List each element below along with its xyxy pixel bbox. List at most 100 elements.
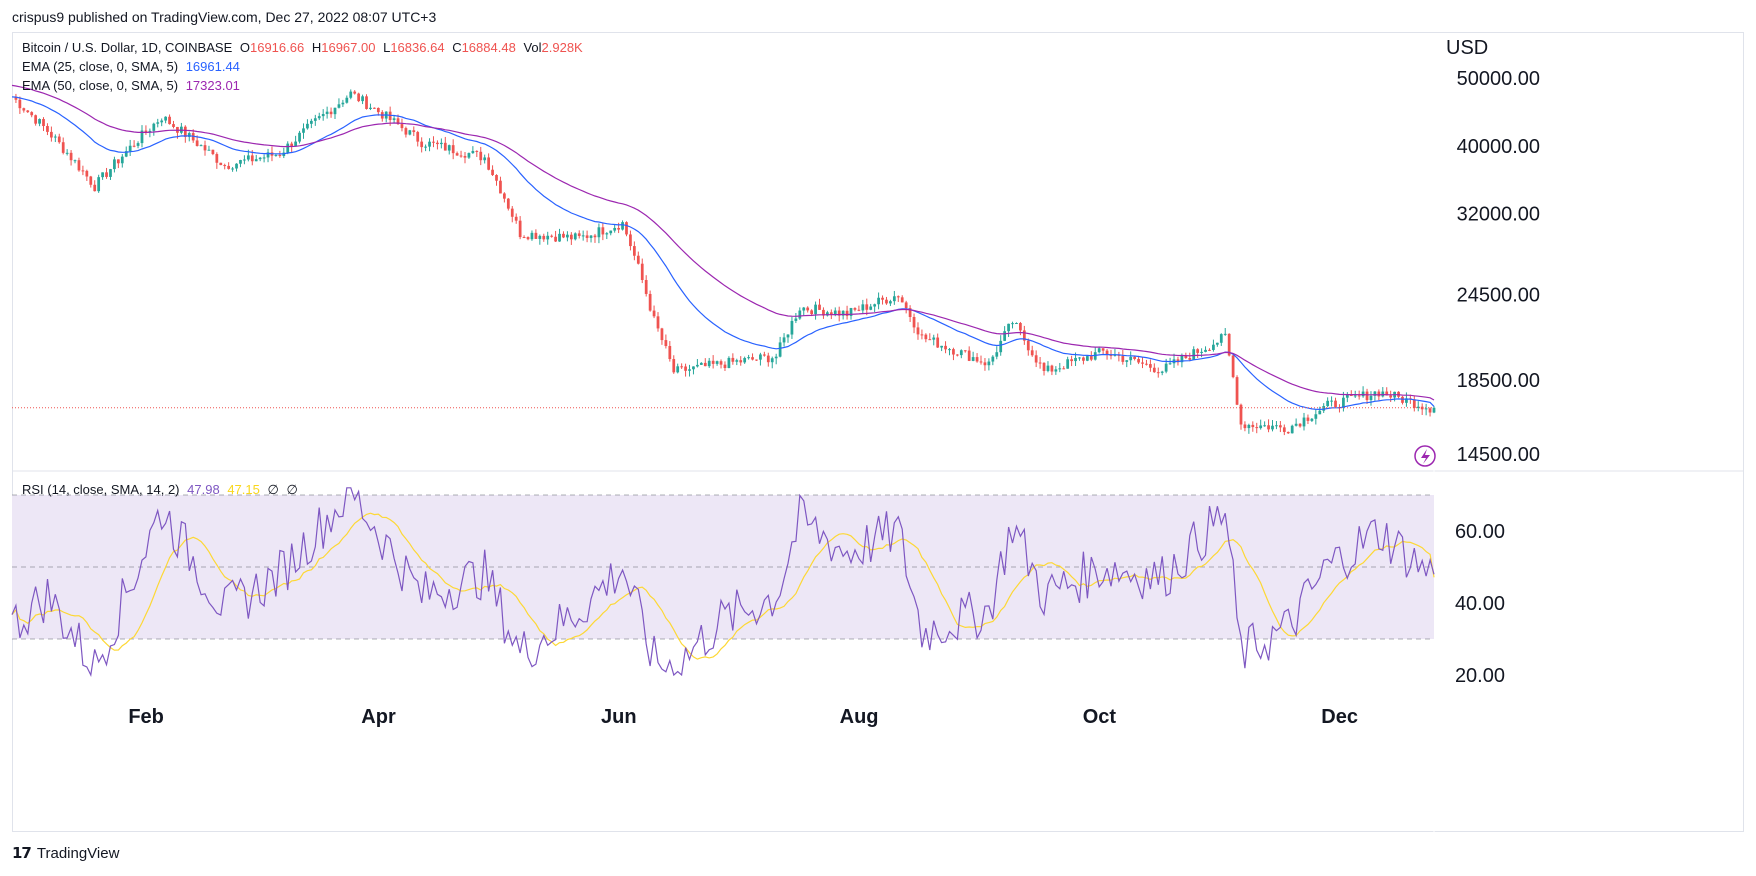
candle-body xyxy=(995,352,999,357)
candle-body xyxy=(656,316,660,329)
candle-body xyxy=(617,227,620,230)
candle-body xyxy=(404,128,408,135)
candle-body xyxy=(215,154,219,163)
candle-body xyxy=(14,96,18,100)
candle-body xyxy=(530,232,534,240)
candle-body xyxy=(18,99,22,109)
candle-body xyxy=(573,233,577,240)
candle-body xyxy=(613,227,617,231)
candle-body xyxy=(1212,344,1215,350)
candle-body xyxy=(1113,354,1117,356)
candle-body xyxy=(73,160,77,162)
candle-body xyxy=(991,356,995,362)
candle-body xyxy=(1192,349,1196,360)
rsi-legend[interactable]: RSI (14, close, SMA, 14, 2) 47.98 47.15 … xyxy=(22,482,302,498)
candle-body xyxy=(869,306,873,310)
candle-body xyxy=(1405,398,1408,403)
candle-body xyxy=(1330,400,1333,402)
candle-body xyxy=(1345,395,1349,398)
candle-body xyxy=(711,360,715,364)
candle-body xyxy=(782,337,786,343)
candle-body xyxy=(640,263,644,281)
candle-body xyxy=(412,130,416,133)
candle-body xyxy=(889,301,892,304)
candle-body xyxy=(152,123,156,131)
candle-body xyxy=(1196,349,1200,353)
candle-body xyxy=(1078,357,1081,359)
rsi-axis-tick-2: 20.00 xyxy=(1455,665,1505,687)
ema50-value: 17323.01 xyxy=(185,78,240,93)
candle-body xyxy=(392,118,396,120)
low-label: L xyxy=(383,40,391,55)
candle-body xyxy=(877,297,880,305)
ema50-label: EMA (50, close, 0, SMA, 5) xyxy=(22,78,179,93)
candle-body xyxy=(636,255,640,264)
price-axis-tick-4: 18500.00 xyxy=(1457,370,1540,392)
candle-body xyxy=(908,308,912,317)
candle-body xyxy=(1255,427,1259,429)
ema50-legend[interactable]: EMA (50, close, 0, SMA, 5) 17323.01 xyxy=(22,78,244,93)
candle-body xyxy=(443,142,447,151)
candle-body xyxy=(26,110,30,113)
candle-body xyxy=(361,96,364,102)
candle-body xyxy=(1251,424,1255,428)
rsi-line xyxy=(11,487,1435,677)
x-axis-tick-jun: Jun xyxy=(601,706,637,728)
candle-body xyxy=(246,155,250,160)
candle-body xyxy=(1101,348,1105,351)
candle-body xyxy=(1066,359,1070,369)
candle-body xyxy=(132,145,136,147)
candle-body xyxy=(566,234,569,238)
candle-body xyxy=(581,235,585,237)
candle-body xyxy=(105,172,108,177)
candle-body xyxy=(294,141,297,147)
candle-body xyxy=(558,233,561,242)
candle-body xyxy=(1200,351,1203,353)
candle-body xyxy=(928,339,932,341)
candle-body xyxy=(101,172,104,178)
candle-body xyxy=(278,154,282,156)
candle-body xyxy=(491,169,494,176)
ema25-legend[interactable]: EMA (25, close, 0, SMA, 5) 16961.44 xyxy=(22,59,244,74)
candle-body xyxy=(569,234,573,240)
candle-body xyxy=(1176,359,1180,363)
candle-body xyxy=(467,153,471,158)
candle-body xyxy=(944,345,947,350)
candle-body xyxy=(727,357,731,369)
candle-body xyxy=(920,334,924,336)
candle-body xyxy=(849,308,853,316)
candle-body xyxy=(967,350,971,361)
candle-body xyxy=(459,155,463,157)
candle-body xyxy=(577,233,581,236)
candle-body xyxy=(1042,362,1046,371)
high-label: H xyxy=(311,40,322,55)
candle-body xyxy=(892,296,896,302)
candle-body xyxy=(1050,365,1054,372)
candle-body xyxy=(235,163,238,169)
candle-body xyxy=(810,310,814,315)
candle-body xyxy=(1003,331,1007,341)
candle-body xyxy=(1314,414,1318,419)
candle-body xyxy=(900,297,904,303)
candle-body xyxy=(940,345,943,348)
flash-icon[interactable] xyxy=(1414,445,1436,467)
candle-body xyxy=(837,310,841,316)
candle-body xyxy=(1085,356,1089,361)
candle-body xyxy=(329,111,333,115)
candle-body xyxy=(948,349,951,351)
candle-body xyxy=(975,357,979,362)
candle-body xyxy=(266,152,270,158)
footer-brand[interactable]: 𝟭𝟳 TradingView xyxy=(12,844,119,863)
candle-body xyxy=(1432,407,1436,413)
candle-body xyxy=(1361,391,1365,397)
candle-body xyxy=(1353,395,1357,397)
candle-body xyxy=(77,160,81,171)
candle-body xyxy=(499,180,502,194)
symbol-title[interactable]: Bitcoin / U.S. Dollar, 1D, COINBASE xyxy=(22,40,233,55)
candle-body xyxy=(239,160,242,164)
candle-body xyxy=(971,357,975,361)
candle-body xyxy=(321,114,325,117)
candle-body xyxy=(1038,362,1042,364)
candle-body xyxy=(286,143,290,153)
